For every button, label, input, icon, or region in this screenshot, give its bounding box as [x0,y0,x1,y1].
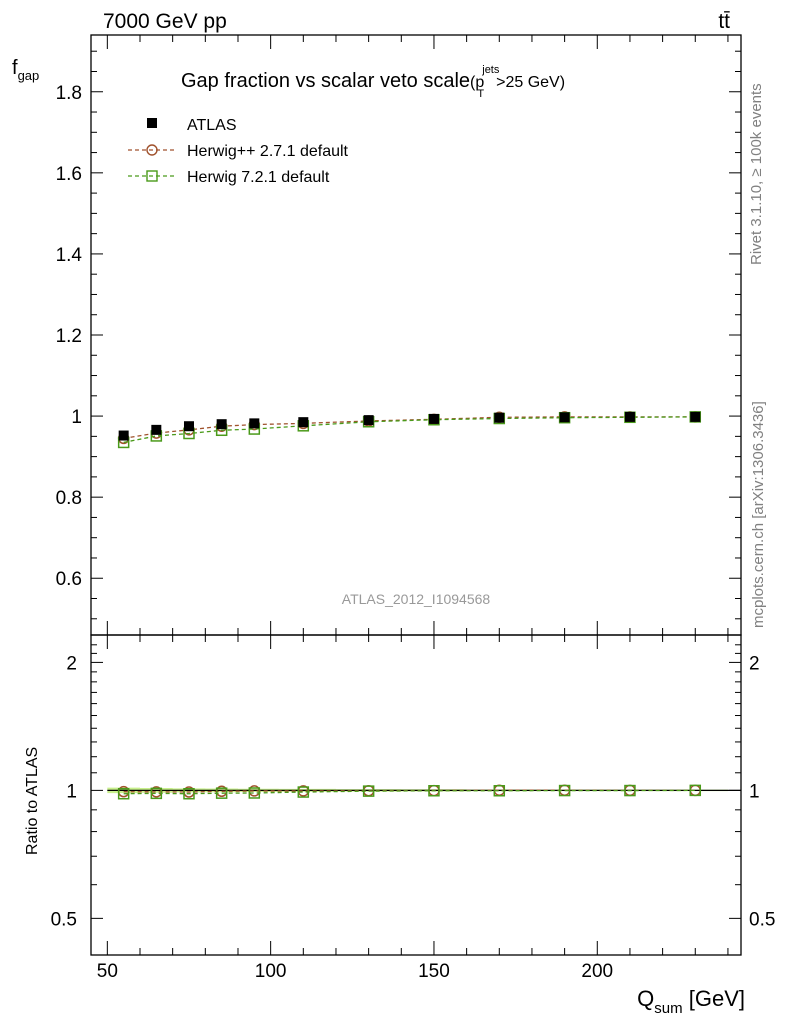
atlas-data-point [183,421,194,432]
ratio-herwig7-point [117,787,130,800]
main-y-tick-label: 0.8 [56,488,82,509]
legend-atlas-marker [147,118,157,128]
ratio-herwig7-point [624,784,636,797]
process-label: tt̄ [718,10,730,33]
main-ylabel: fgap [12,57,39,83]
x-tick-label: 100 [255,961,287,982]
atlas-data-point [298,417,309,428]
ratio-herwig7-point [215,787,228,799]
legend-atlas-label: ATLAS [187,117,237,134]
ratio-herwig7-point [493,785,506,797]
atlas-data-point [624,411,635,422]
ratio-y-tick-label: 2 [66,653,77,674]
ratio-ylabel: Ratio to ATLAS [24,747,41,855]
atlas-data-point [428,413,439,424]
legend: ATLAS Herwig++ 2.7.1 default Herwig 7.2.… [128,117,349,186]
rivet-version-label: Rivet 3.1.10, ≥ 100k events [748,83,765,265]
ratio-herwig7-point [362,785,375,797]
atlas-data-point [249,418,260,429]
ratio-herwig7-point [558,784,571,797]
legend-herwig7-marker [146,170,158,182]
main-y-tick-label: 1.2 [56,326,82,347]
ratio-y-tick-label-right: 2 [749,653,760,674]
atlas-data-point [151,424,162,435]
legend-herwig7-label: Herwig 7.2.1 default [187,169,330,186]
atlas-data-point [494,412,505,423]
ratio-y-tick-label-right: 0.5 [749,909,775,930]
main-y-tick-label: 1.4 [56,245,83,266]
energy-label: 7000 GeV pp [103,10,227,33]
x-tick-label: 200 [581,961,613,982]
ratio-herwig7-point [248,787,261,799]
x-tick-label: 150 [418,961,450,982]
ratio-y-tick-label-right: 1 [749,781,760,802]
x-tick-label: 50 [97,961,118,982]
atlas-data-point [363,415,374,426]
plot-title: Gap fraction vs scalar veto scale(pjets T… [181,64,565,100]
ratio-herwig7-point [183,787,195,800]
ratio-y-tick-label: 1 [66,781,77,802]
legend-herwigpp-label: Herwig++ 2.7.1 default [187,143,349,160]
chart-marks: 0.6 0.8 1 1.2 1.4 1.6 1.8 50 100 150 200 0.5 0.5 1 1 2 2 [51,35,775,982]
atlas-data-point [690,411,701,422]
analysis-id: ATLAS_2012_I1094568 [342,591,491,607]
ratio-herwig7-point [689,784,702,797]
atlas-data-point [118,430,129,441]
ratio-plot-frame [90,634,742,956]
main-herwig7-line [123,416,696,444]
legend-herwigpp-marker [146,144,158,156]
ratio-y-tick-label: 0.5 [51,909,77,930]
atlas-data-point [559,412,570,423]
ratio-herwig7-point [428,785,440,797]
main-y-tick-label: 1.8 [56,83,82,104]
main-y-tick-label: 1 [71,407,82,428]
x-axis-label: Qsum [GeV] [637,986,745,1017]
main-y-tick-label: 0.6 [56,569,82,590]
main-y-tick-label: 1.6 [56,164,82,185]
ratio-herwig7-point [297,786,310,798]
main-herwigpp-line [123,416,696,440]
ratio-herwig7-point [150,787,163,800]
atlas-data-point [216,419,227,430]
mcplots-reference-label: mcplots.cern.ch [arXiv:1306.3436] [750,401,767,628]
